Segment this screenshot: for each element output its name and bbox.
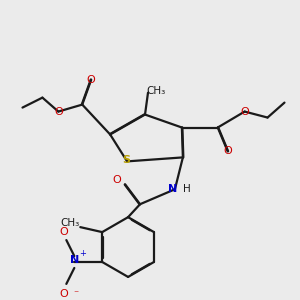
Text: ⁻: ⁻ [74,289,79,299]
Text: N: N [168,184,178,194]
Text: O: O [87,75,96,85]
Text: H: H [183,184,191,194]
Text: CH₃: CH₃ [146,86,166,96]
Text: O: O [240,106,249,117]
Text: CH₃: CH₃ [61,218,80,228]
Text: O: O [223,146,232,156]
Text: O: O [59,227,68,237]
Text: N: N [70,255,79,265]
Text: O: O [59,289,68,299]
Text: S: S [122,155,130,165]
Text: O: O [54,106,63,117]
Text: O: O [113,175,122,185]
Text: +: + [79,248,86,257]
